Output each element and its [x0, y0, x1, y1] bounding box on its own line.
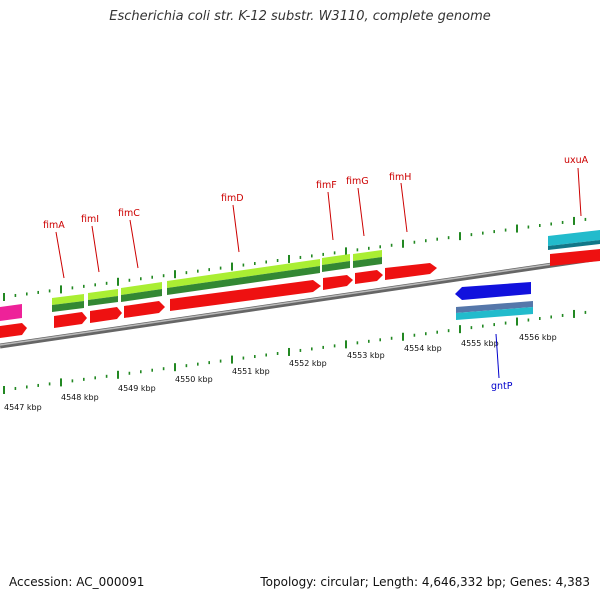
- gene-bars: [52, 230, 600, 312]
- scale-label: 4552 kbp: [289, 359, 327, 368]
- cds-arrow-gntP[interactable]: [455, 282, 531, 300]
- gene-label-fimF[interactable]: fimF: [316, 180, 337, 191]
- scale-label: 4548 kbp: [61, 393, 99, 402]
- gene-arrow-magenta[interactable]: [0, 304, 22, 321]
- genome-info-text: Topology: circular; Length: 4,646,332 bp…: [260, 575, 590, 589]
- scale-label: 4550 kbp: [175, 375, 213, 384]
- gene-label-fimI[interactable]: fimI: [81, 214, 99, 225]
- outer-scale-dots: [3, 216, 587, 301]
- cds-arrow[interactable]: [550, 249, 600, 266]
- scale-label: 4551 kbp: [232, 367, 270, 376]
- gene-label-fimH[interactable]: fimH: [389, 172, 411, 183]
- gene-label-fimG[interactable]: fimG: [346, 176, 369, 187]
- backbone: [0, 255, 600, 349]
- gene-labels: fimA fimI fimC fimD fimF fimG fimH uxuA …: [43, 155, 589, 392]
- gene-bar-fimD[interactable]: [167, 259, 320, 288]
- scale-label: 4547 kbp: [4, 403, 42, 412]
- reverse-features: [0, 282, 533, 321]
- label-leaders: [55, 167, 582, 379]
- gene-label-fimD[interactable]: fimD: [221, 193, 244, 204]
- scale-label: 4553 kbp: [347, 351, 385, 360]
- gene-label-fimA[interactable]: fimA: [43, 220, 65, 231]
- inner-scale-dots: [3, 309, 587, 394]
- map-title: Escherichia coli str. K-12 substr. W3110…: [109, 9, 491, 24]
- gene-bar-fimG[interactable]: [353, 250, 382, 261]
- accession-text: Accession: AC_000091: [9, 575, 145, 589]
- gene-label-fimC[interactable]: fimC: [118, 208, 140, 219]
- cds-arrow[interactable]: [54, 312, 87, 328]
- cds-arrow[interactable]: [323, 275, 353, 290]
- gene-bar-fimF[interactable]: [322, 254, 350, 265]
- gene-bar-fimA[interactable]: [52, 294, 84, 305]
- gene-label-gntP[interactable]: gntP: [491, 381, 513, 392]
- gene-bar-fimI[interactable]: [88, 289, 118, 300]
- gene-label-uxuA[interactable]: uxuA: [564, 155, 589, 166]
- gene-bar-fimC[interactable]: [121, 282, 162, 295]
- cds-arrow[interactable]: [0, 323, 27, 338]
- cds-arrows: [0, 249, 600, 338]
- cds-arrow[interactable]: [355, 270, 383, 284]
- scale-label: 4555 kbp: [461, 339, 499, 348]
- scale-label: 4556 kbp: [519, 333, 557, 342]
- scale-label: 4554 kbp: [404, 344, 442, 353]
- scale-labels: 4547 kbp 4548 kbp 4549 kbp 4550 kbp 4551…: [4, 333, 557, 412]
- gene-bar-gntP[interactable]: [456, 301, 533, 313]
- cds-arrow[interactable]: [170, 280, 321, 311]
- scale-label: 4549 kbp: [118, 384, 156, 393]
- cds-arrow[interactable]: [124, 301, 165, 318]
- cds-arrow[interactable]: [90, 307, 122, 323]
- cds-arrow[interactable]: [385, 263, 437, 280]
- gene-bar-uxuA-cyan[interactable]: [548, 230, 600, 246]
